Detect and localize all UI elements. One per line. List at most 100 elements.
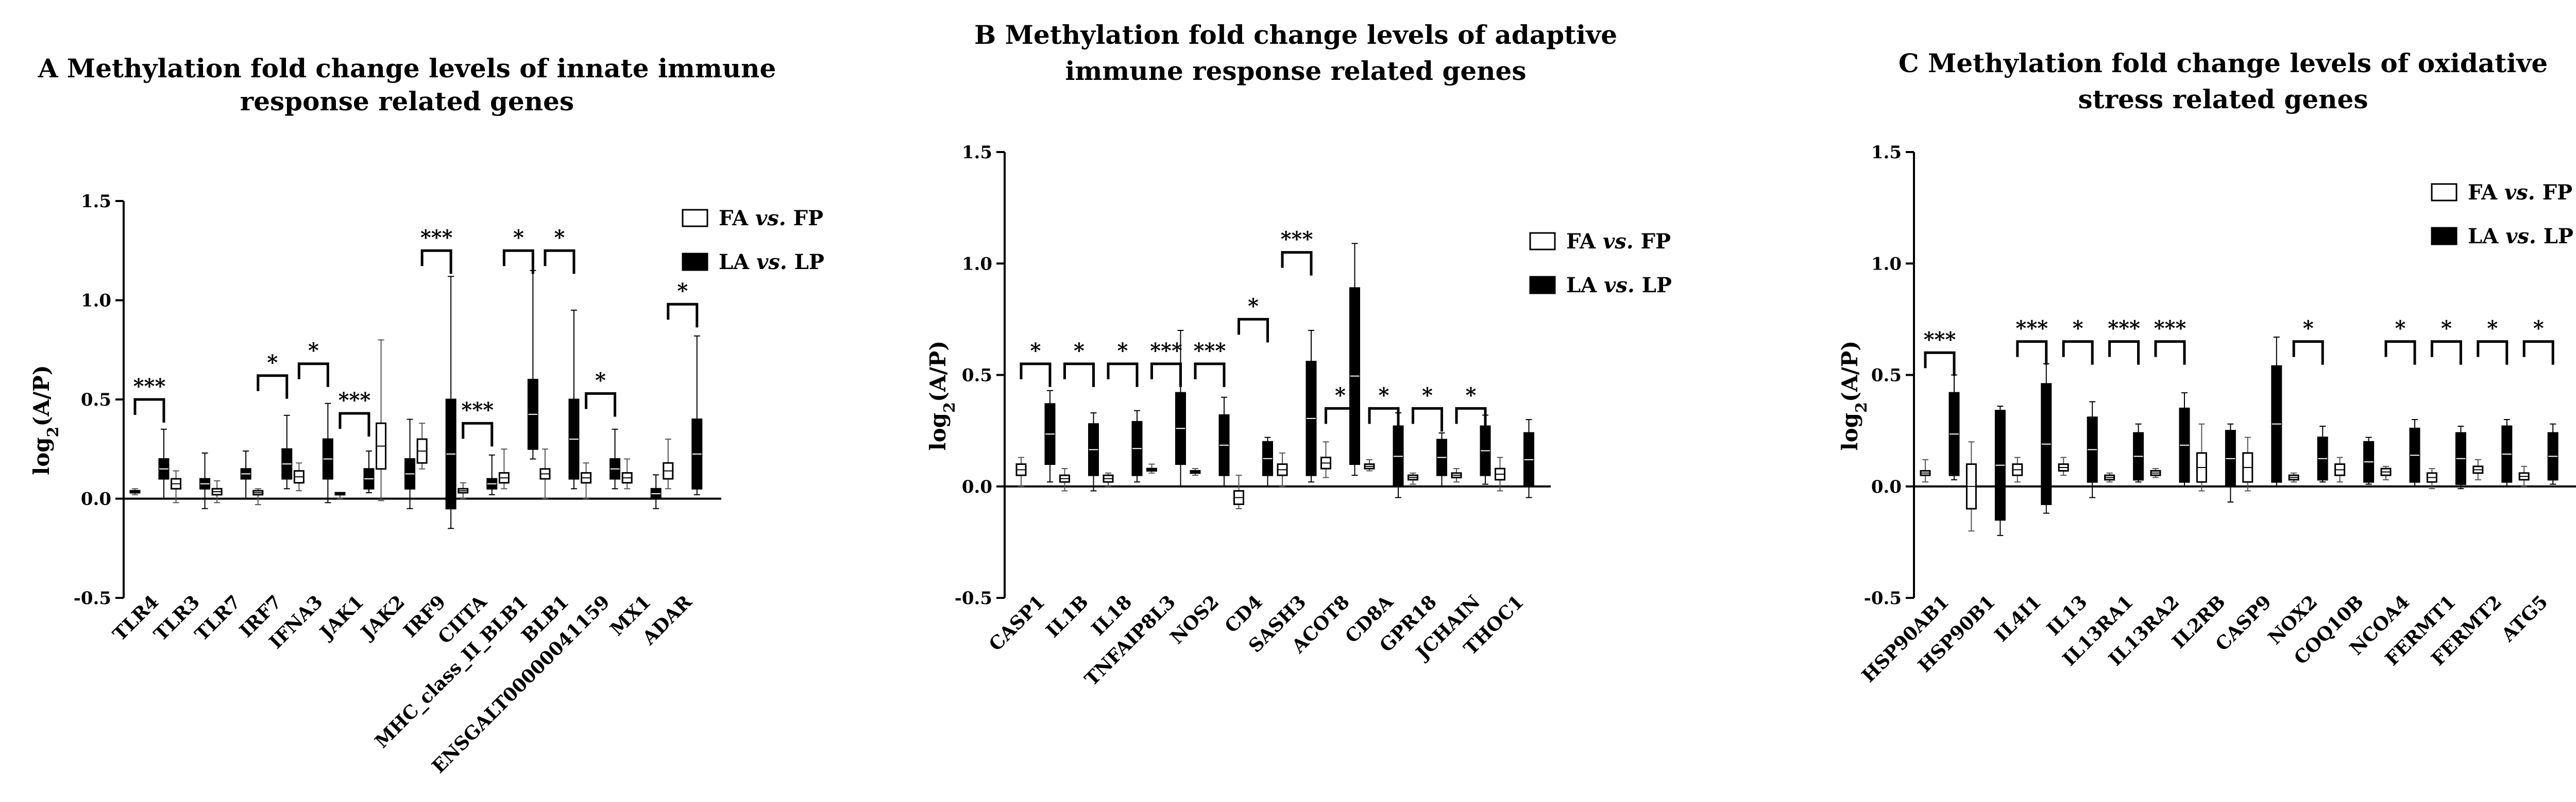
significance-bracket	[2016, 340, 2048, 365]
panel-title-line: C Methylation fold change levels of oxid…	[1899, 48, 2548, 78]
significance-label: ***	[2015, 316, 2048, 341]
panel-letter: C	[1899, 48, 1928, 78]
significance-bracket	[462, 422, 494, 447]
significance-bracket	[2477, 340, 2509, 365]
significance-label: *	[2441, 316, 2452, 341]
significance-label: *	[1074, 339, 1084, 363]
significance-bracket	[1150, 362, 1182, 387]
significance-label: *	[308, 339, 319, 363]
significance-bracket	[1281, 251, 1313, 276]
category-label: TLR4	[109, 591, 163, 645]
y-tick-label: 0.5	[81, 390, 111, 410]
significance-bracket	[1325, 407, 1356, 432]
y-tick-label: 1.0	[81, 291, 111, 311]
legend-label-suffix: FP	[1634, 229, 1671, 254]
panel-title-text: Methylation fold change levels of oxidat…	[1928, 48, 2548, 78]
legend-label: LA vs. LP	[719, 250, 824, 274]
significance-label: *	[267, 350, 278, 375]
legend-label-suffix: FP	[786, 206, 823, 230]
significance-label: *	[2395, 316, 2406, 341]
y-axis-label-subscript: 2	[941, 402, 959, 413]
significance-label: ***	[461, 398, 494, 422]
legend-label-vs: vs.	[2504, 180, 2535, 205]
y-axis-label-part: log	[29, 437, 54, 475]
significance-bracket	[544, 249, 575, 274]
legend-label-prefix: FA	[2468, 180, 2504, 205]
category-label: TLR3	[150, 591, 204, 645]
legend-swatch-open	[2431, 183, 2458, 202]
legend-label-prefix: LA	[2468, 224, 2505, 248]
significance-bracket	[297, 362, 329, 387]
significance-bracket	[502, 249, 534, 274]
significance-label: *	[2303, 316, 2314, 341]
legend-swatch-filled	[2431, 227, 2458, 245]
significance-label: *	[1466, 383, 1477, 407]
panel-letter: A	[38, 53, 67, 83]
legend-label-suffix: LP	[787, 250, 824, 274]
significance-bracket	[585, 392, 617, 417]
legend-swatch-open	[682, 209, 708, 227]
significance-label: *	[2487, 316, 2498, 341]
significance-bracket	[1412, 407, 1443, 432]
panel-title-line: response related genes	[240, 86, 574, 116]
legend-label: FA vs. FP	[2468, 180, 2572, 205]
category-label: TLR7	[191, 591, 245, 645]
legend-label: LA vs. LP	[1566, 273, 1672, 297]
significance-bracket	[2292, 340, 2324, 365]
significance-bracket	[2522, 340, 2554, 365]
significance-bracket	[2430, 340, 2462, 365]
panel-title-line: immune response related genes	[1065, 56, 1527, 86]
y-axis-label-part: (A/P)	[925, 341, 951, 402]
y-axis-label-part: log	[1837, 413, 1862, 450]
y-axis-label-part: (A/P)	[1837, 341, 1862, 402]
y-tick-label: 0.5	[1871, 365, 1902, 386]
significance-bracket	[338, 412, 370, 437]
significance-label: *	[1335, 383, 1346, 407]
legend-label: LA vs. LP	[2468, 224, 2573, 248]
y-axis-label-subscript: 2	[1853, 402, 1871, 413]
y-tick-label: 1.0	[962, 254, 992, 274]
y-tick-label: 0.0	[962, 477, 992, 497]
y-tick-label: 0.0	[1871, 477, 1902, 497]
panel-title-line: A Methylation fold change levels of inna…	[38, 53, 776, 83]
legend-label-suffix: FP	[2535, 180, 2572, 205]
legend-label-suffix: LP	[2536, 224, 2573, 248]
significance-bracket	[2062, 340, 2094, 365]
significance-bracket	[1455, 407, 1487, 432]
y-axis-label: log2(A/P)	[925, 341, 959, 450]
legend-label-prefix: LA	[719, 250, 756, 274]
category-label: CASP1	[985, 591, 1049, 656]
panel-title-text: Methylation fold change levels of innate…	[67, 53, 776, 83]
significance-bracket	[1020, 362, 1052, 387]
significance-label: ***	[1924, 327, 1956, 352]
panel-letter: B	[974, 20, 1005, 50]
y-tick-label: -0.5	[74, 588, 111, 609]
significance-bracket	[1063, 362, 1095, 387]
significance-label: *	[2073, 316, 2083, 341]
significance-label: *	[1248, 294, 1259, 318]
y-axis-label: log2(A/P)	[29, 365, 62, 475]
category-label: ATG5	[2497, 591, 2552, 646]
significance-label: ***	[1281, 227, 1313, 252]
y-tick-label: 0.5	[962, 365, 992, 386]
category-label: IL1B	[1042, 591, 1093, 642]
y-axis-label: log2(A/P)	[1837, 341, 1871, 450]
significance-label: *	[513, 225, 524, 249]
legend-label-vs: vs.	[756, 250, 787, 274]
significance-label: *	[595, 368, 606, 392]
significance-label: *	[1030, 339, 1041, 363]
significance-label: ***	[2154, 316, 2187, 341]
significance-label: *	[1422, 383, 1433, 407]
y-axis-label-part: log	[925, 413, 951, 450]
significance-bracket	[1924, 351, 1956, 376]
legend-label-prefix: FA	[719, 206, 755, 230]
legend-swatch-filled	[1529, 276, 1556, 294]
significance-bracket	[1107, 362, 1139, 387]
panel-b: B Methylation fold change levels of adap…	[925, 20, 1672, 690]
panel-c: C Methylation fold change levels of oxid…	[1837, 48, 2576, 687]
category-label: NOS2	[1166, 591, 1223, 648]
significance-bracket	[2108, 340, 2140, 365]
category-label: JAK2	[356, 591, 409, 644]
y-axis-label-subscript: 2	[44, 427, 62, 438]
legend-label-suffix: LP	[1635, 273, 1672, 297]
